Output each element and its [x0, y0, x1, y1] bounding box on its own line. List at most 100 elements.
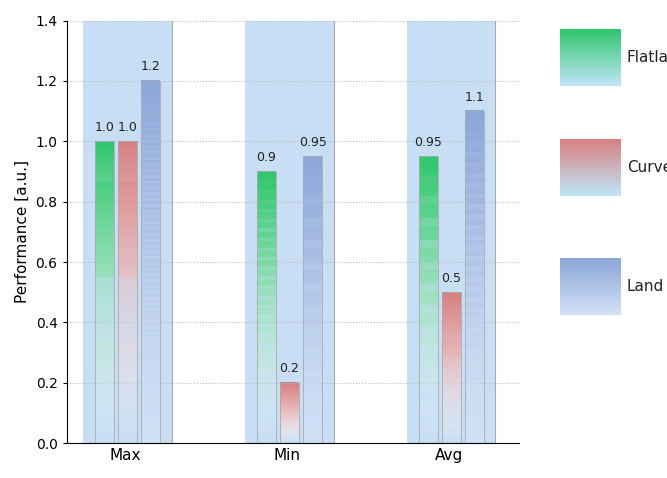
- Bar: [465, 405, 484, 407]
- Bar: [141, 191, 160, 193]
- Bar: [118, 144, 137, 145]
- Bar: [95, 352, 114, 354]
- Bar: [118, 184, 137, 185]
- Bar: [303, 390, 322, 391]
- Bar: [419, 402, 438, 404]
- Bar: [95, 269, 114, 270]
- Bar: [141, 298, 160, 299]
- Bar: [280, 401, 299, 402]
- Bar: [442, 413, 461, 414]
- Bar: [303, 285, 322, 286]
- Bar: [257, 322, 275, 324]
- Bar: [118, 214, 137, 216]
- Bar: [303, 402, 322, 404]
- Bar: [141, 289, 160, 291]
- Bar: [141, 300, 160, 302]
- Bar: [141, 250, 160, 251]
- Bar: [118, 338, 137, 339]
- Bar: [118, 274, 137, 276]
- Bar: [303, 277, 322, 279]
- Bar: [95, 325, 114, 326]
- Bar: [95, 370, 114, 372]
- Bar: [280, 412, 299, 413]
- Bar: [257, 179, 275, 181]
- Bar: [95, 261, 114, 262]
- Bar: [419, 319, 438, 321]
- Bar: [419, 214, 438, 216]
- Bar: [303, 191, 322, 193]
- Bar: [280, 440, 299, 441]
- Bar: [118, 382, 137, 384]
- Bar: [95, 262, 114, 264]
- Bar: [303, 231, 322, 233]
- Bar: [419, 364, 438, 366]
- Bar: [419, 212, 438, 214]
- Bar: [141, 441, 160, 443]
- Bar: [465, 132, 484, 134]
- Bar: [419, 213, 438, 215]
- Bar: [257, 337, 275, 338]
- Bar: [442, 333, 461, 335]
- Bar: [442, 369, 461, 370]
- Bar: [257, 346, 275, 347]
- Bar: [442, 377, 461, 378]
- Bar: [118, 145, 137, 146]
- Bar: [465, 425, 484, 426]
- Bar: [257, 343, 275, 345]
- Bar: [118, 149, 137, 150]
- Bar: [419, 188, 438, 190]
- Bar: [419, 437, 438, 438]
- Bar: [141, 429, 160, 431]
- Bar: [257, 265, 275, 267]
- Bar: [118, 250, 137, 252]
- Bar: [141, 145, 160, 147]
- Bar: [95, 157, 114, 158]
- Bar: [303, 315, 322, 317]
- Bar: [118, 290, 137, 291]
- Bar: [419, 429, 438, 431]
- Text: Flatland: Flatland: [627, 50, 667, 65]
- Bar: [465, 404, 484, 405]
- Bar: [442, 404, 461, 405]
- Bar: [141, 261, 160, 263]
- Bar: [141, 133, 160, 135]
- Bar: [419, 420, 438, 421]
- Bar: [257, 430, 275, 431]
- Bar: [280, 427, 299, 428]
- Bar: [303, 423, 322, 424]
- Bar: [280, 404, 299, 405]
- Bar: [141, 433, 160, 435]
- Bar: [257, 259, 275, 260]
- Bar: [442, 415, 461, 416]
- Bar: [465, 163, 484, 164]
- Bar: [257, 406, 275, 408]
- Bar: [442, 386, 461, 387]
- Bar: [465, 268, 484, 270]
- Bar: [118, 244, 137, 246]
- Bar: [442, 293, 461, 294]
- Bar: [118, 315, 137, 316]
- Bar: [257, 192, 275, 193]
- Bar: [465, 429, 484, 431]
- Bar: [303, 276, 322, 278]
- Bar: [257, 172, 275, 173]
- Bar: [141, 239, 160, 241]
- Bar: [465, 205, 484, 206]
- Bar: [465, 355, 484, 357]
- Bar: [141, 170, 160, 172]
- Bar: [465, 134, 484, 135]
- Bar: [257, 285, 275, 286]
- Bar: [257, 390, 275, 391]
- Bar: [303, 401, 322, 402]
- Bar: [303, 207, 322, 209]
- Bar: [303, 346, 322, 348]
- Bar: [141, 275, 160, 276]
- Bar: [465, 128, 484, 130]
- Bar: [95, 307, 114, 308]
- Bar: [141, 97, 160, 99]
- Bar: [303, 383, 322, 385]
- Bar: [95, 407, 114, 409]
- Bar: [257, 332, 275, 334]
- Bar: [257, 315, 275, 316]
- Bar: [303, 225, 322, 226]
